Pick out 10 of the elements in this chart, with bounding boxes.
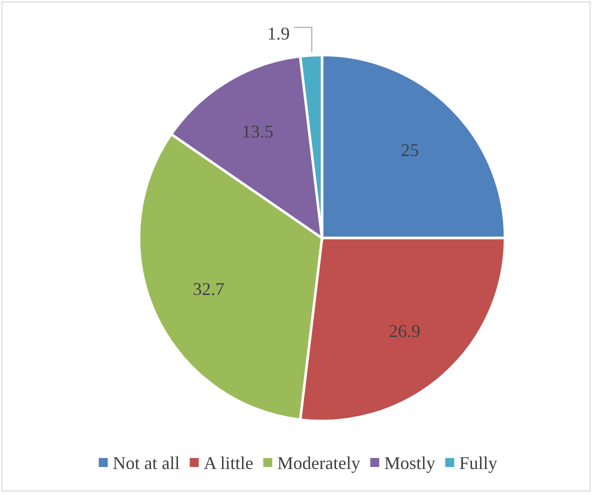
data-label: 1.9 xyxy=(267,23,290,44)
legend-label: Mostly xyxy=(384,453,436,473)
data-label: 32.7 xyxy=(192,279,224,300)
legend-label: Moderately xyxy=(277,453,360,473)
data-label: 13.5 xyxy=(242,121,274,142)
data-label: 25 xyxy=(400,140,419,160)
legend-label: Not at all xyxy=(112,453,180,473)
legend-label: Fully xyxy=(459,453,498,473)
data-label: 26.9 xyxy=(388,321,420,342)
legend-label: A little xyxy=(204,453,254,473)
